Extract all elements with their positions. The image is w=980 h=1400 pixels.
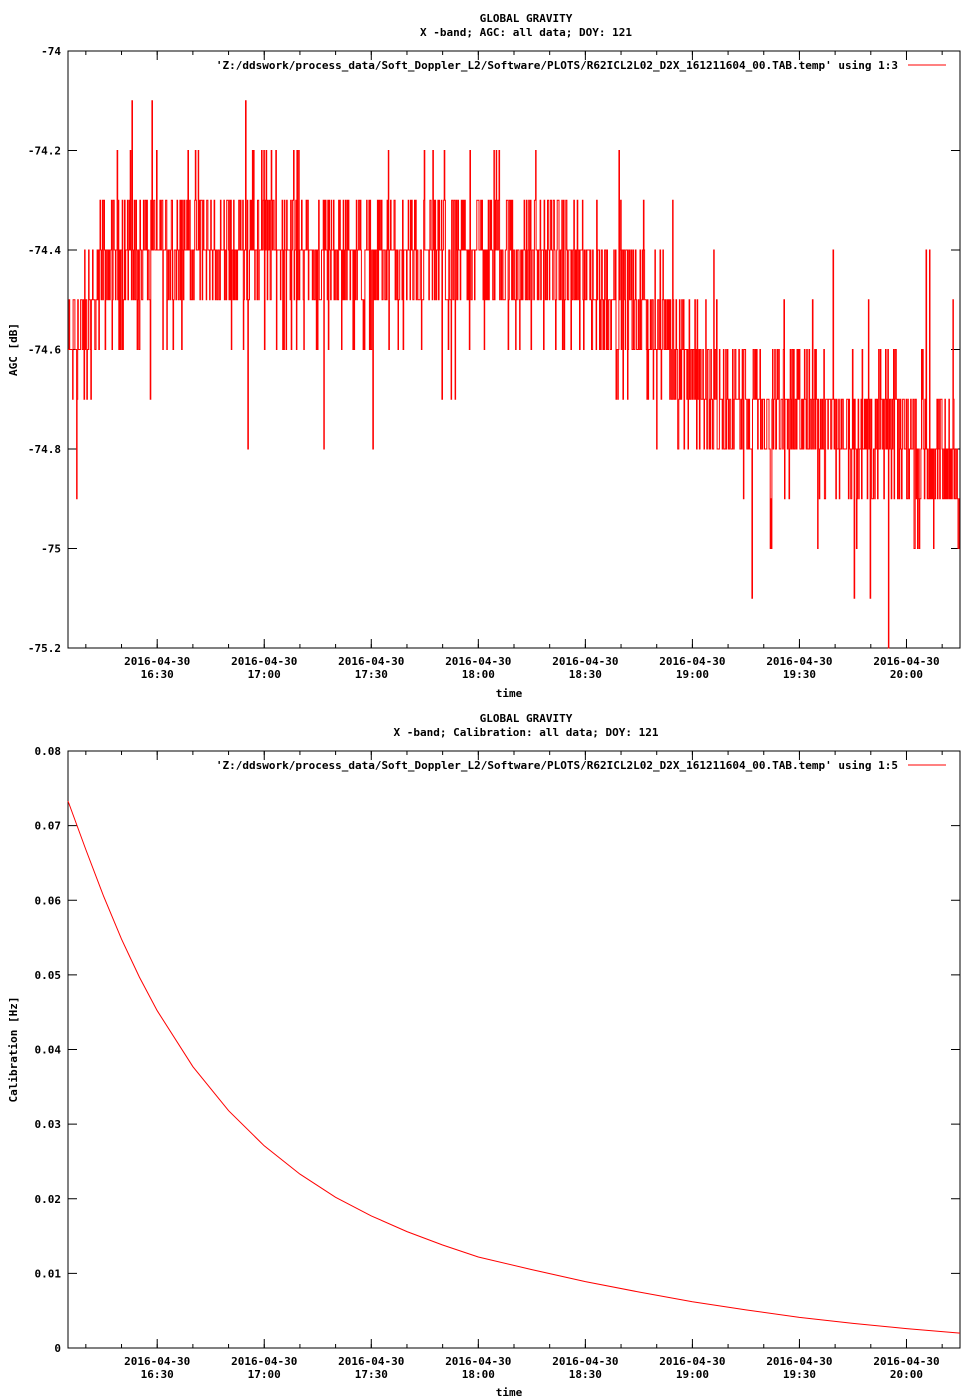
x-tick-time-label: 17:30 [355, 1368, 388, 1381]
chart-subtitle: X -band; AGC: all data; DOY: 121 [420, 26, 632, 39]
data-series [68, 100, 960, 649]
y-tick-label: 0.01 [35, 1267, 62, 1280]
y-tick-label: -75 [41, 543, 61, 556]
x-tick-time-label: 17:30 [355, 668, 388, 681]
y-tick-label: 0.04 [35, 1044, 62, 1057]
x-tick-date-label: 2016-04-30 [873, 1355, 939, 1368]
x-tick-date-label: 2016-04-30 [445, 655, 511, 668]
y-tick-label: 0.06 [35, 894, 62, 907]
y-tick-label: -74 [41, 45, 61, 58]
x-tick-time-label: 16:30 [141, 668, 174, 681]
x-tick-time-label: 20:00 [890, 668, 923, 681]
y-axis-label: AGC [dB] [7, 323, 20, 376]
x-tick-date-label: 2016-04-30 [338, 655, 404, 668]
x-tick-date-label: 2016-04-30 [659, 1355, 725, 1368]
x-tick-time-label: 18:30 [569, 1368, 602, 1381]
x-axis-label: time [496, 687, 523, 700]
x-tick-date-label: 2016-04-30 [124, 655, 190, 668]
y-tick-label: 0.05 [35, 969, 62, 982]
y-tick-label: -74.8 [28, 443, 61, 456]
chart-title: GLOBAL GRAVITY [480, 712, 573, 725]
x-tick-date-label: 2016-04-30 [445, 1355, 511, 1368]
y-tick-label: 0.07 [35, 820, 62, 833]
x-tick-date-label: 2016-04-30 [552, 1355, 618, 1368]
y-tick-label: -74.2 [28, 145, 61, 158]
y-tick-label: 0.03 [35, 1118, 62, 1131]
x-axis-label: time [496, 1386, 523, 1399]
x-tick-time-label: 17:00 [248, 1368, 281, 1381]
x-tick-date-label: 2016-04-30 [873, 655, 939, 668]
chart-subtitle: X -band; Calibration: all data; DOY: 121 [394, 726, 659, 739]
y-tick-label: 0.08 [35, 745, 62, 758]
x-tick-date-label: 2016-04-30 [766, 1355, 832, 1368]
x-tick-date-label: 2016-04-30 [338, 1355, 404, 1368]
data-series [67, 800, 961, 1334]
x-tick-time-label: 18:00 [462, 668, 495, 681]
y-axis-label: Calibration [Hz] [7, 997, 20, 1103]
x-tick-time-label: 18:00 [462, 1368, 495, 1381]
plot-frame [67, 750, 961, 1349]
legend-label: 'Z:/ddswork/process_data/Soft_Doppler_L2… [216, 59, 898, 72]
x-tick-date-label: 2016-04-30 [231, 655, 297, 668]
legend-label: 'Z:/ddswork/process_data/Soft_Doppler_L2… [216, 759, 898, 772]
x-tick-time-label: 19:00 [676, 1368, 709, 1381]
x-tick-date-label: 2016-04-30 [124, 1355, 190, 1368]
x-tick-time-label: 19:00 [676, 668, 709, 681]
y-tick-label: -74.6 [28, 344, 61, 357]
y-tick-label: 0 [54, 1342, 61, 1355]
calibration-line [67, 800, 961, 1334]
x-tick-time-label: 17:00 [248, 668, 281, 681]
y-tick-label: -75.2 [28, 642, 61, 655]
chart-title: GLOBAL GRAVITY [480, 12, 573, 25]
x-tick-time-label: 19:30 [783, 668, 816, 681]
x-tick-date-label: 2016-04-30 [766, 655, 832, 668]
x-tick-time-label: 20:00 [890, 1368, 923, 1381]
y-tick-label: -74.4 [28, 244, 61, 257]
agc-line [68, 100, 960, 649]
plot-frame [67, 50, 961, 649]
y-tick-label: 0.02 [35, 1193, 62, 1206]
x-tick-date-label: 2016-04-30 [552, 655, 618, 668]
x-tick-time-label: 19:30 [783, 1368, 816, 1381]
x-tick-date-label: 2016-04-30 [659, 655, 725, 668]
x-tick-time-label: 16:30 [141, 1368, 174, 1381]
x-tick-date-label: 2016-04-30 [231, 1355, 297, 1368]
x-tick-time-label: 18:30 [569, 668, 602, 681]
